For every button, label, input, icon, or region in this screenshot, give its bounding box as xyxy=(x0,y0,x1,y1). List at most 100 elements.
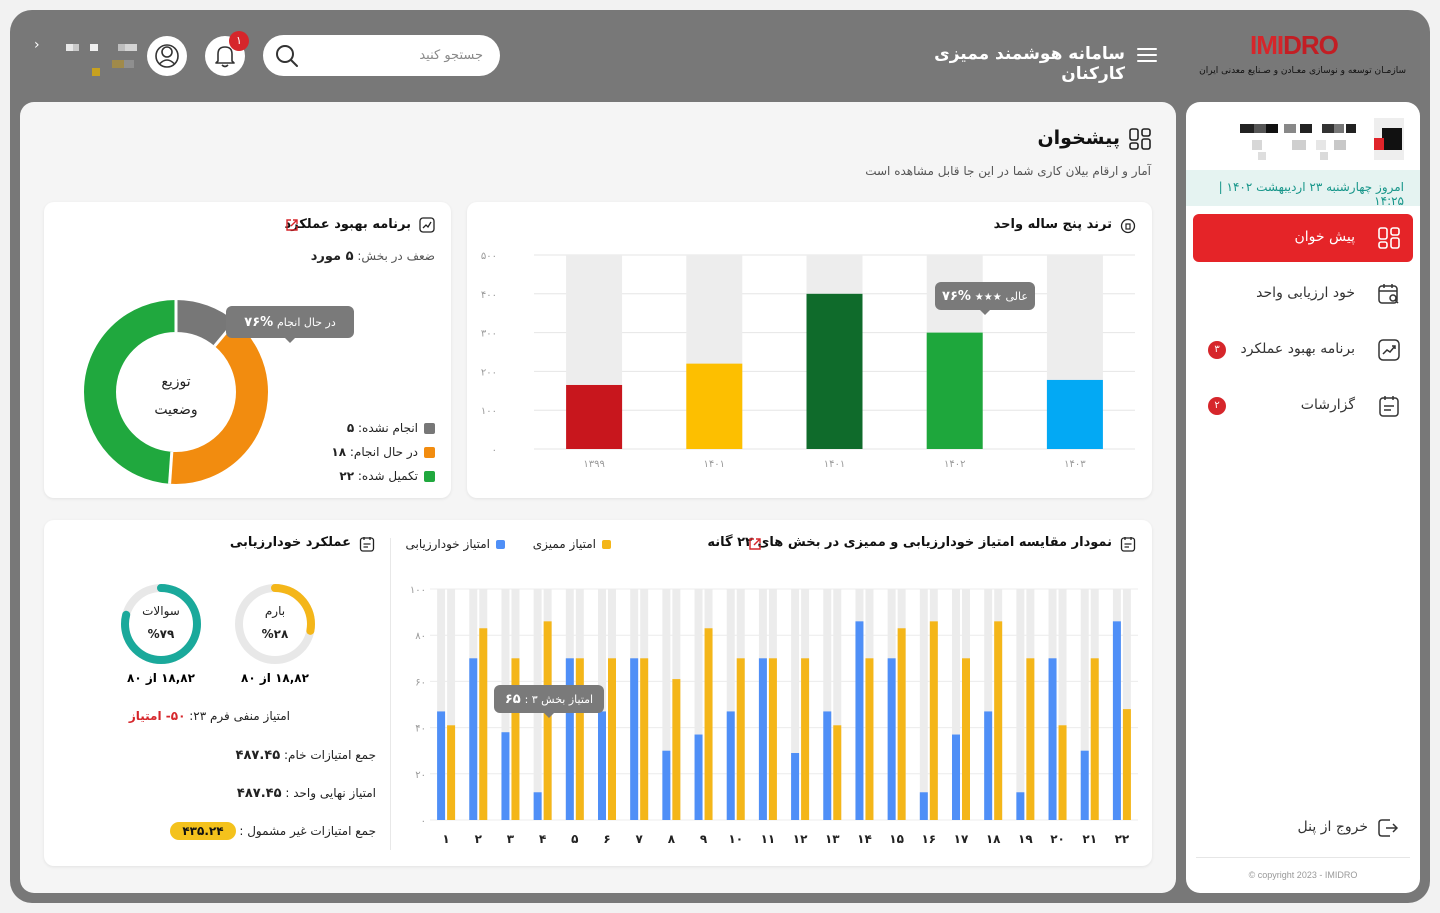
user-icon xyxy=(155,44,179,68)
negative-score-value: ۵۰- امتیاز xyxy=(128,709,186,723)
donut-legend-item: انجام نشده: ۵ xyxy=(347,421,435,435)
bar-background xyxy=(726,589,735,820)
bar-background xyxy=(984,589,993,820)
legend-self: امتیاز خودارزیابی xyxy=(406,537,505,551)
sidebar-item-dashboard[interactable]: پیش خوان xyxy=(1193,214,1413,262)
legend-swatch xyxy=(424,423,435,434)
logout-label: خروج از پنل xyxy=(1297,819,1368,835)
hamburger-menu-icon[interactable] xyxy=(1137,48,1157,64)
ring-progress xyxy=(121,584,201,664)
y-tick-label: ۴۰۰ xyxy=(481,290,497,301)
final-score: امتیاز نهایی واحد : ۴۸۷.۴۵ xyxy=(237,786,376,801)
search-icon[interactable] xyxy=(275,44,299,68)
count-badge: ۳ xyxy=(1208,341,1226,359)
legend-swatch xyxy=(602,540,611,549)
bar xyxy=(662,750,671,820)
bar-background xyxy=(694,589,703,820)
weight-progress-ring xyxy=(235,584,315,664)
bar xyxy=(1090,658,1099,820)
x-tick-label: ۱۳۹۹ xyxy=(583,459,604,470)
legend-swatch xyxy=(496,540,505,549)
bar xyxy=(598,711,606,820)
raw-score-label: جمع امتیازات خام: xyxy=(283,748,376,762)
bar xyxy=(855,621,864,820)
bar xyxy=(962,658,970,820)
y-tick-label: ۰ xyxy=(421,816,426,827)
y-tick-label: ۸۰ xyxy=(415,631,426,642)
notification-badge: ۱ xyxy=(229,31,249,51)
x-tick-label: ۱۴۰۲ xyxy=(944,459,965,470)
questions-percent: %۷۹ xyxy=(147,627,175,641)
chevron-left-icon[interactable]: › xyxy=(34,37,40,53)
profile-button[interactable] xyxy=(147,36,187,76)
bar xyxy=(897,628,906,820)
external-link-icon[interactable] xyxy=(748,537,762,551)
y-tick-label: ۱۰۰ xyxy=(481,406,497,417)
report-icon xyxy=(1120,537,1136,552)
legend-audit: امتیاز ممیزی xyxy=(533,537,611,551)
donut-legend-item: تکمیل شده: ۲۲ xyxy=(339,469,435,483)
bar xyxy=(1112,621,1121,820)
weakness-value: ۵ مورد xyxy=(310,249,354,264)
y-tick-label: ۰ xyxy=(492,445,497,456)
bar xyxy=(694,734,703,820)
sidebar-item-label: گزارشات xyxy=(1300,397,1355,413)
x-tick-label: ۲۰ xyxy=(1050,832,1065,846)
x-tick-label: ۱۱ xyxy=(761,832,776,846)
sidebar-item-self-assessment[interactable]: خود ارزیابی واحد xyxy=(1193,270,1413,318)
y-tick-label: ۵۰۰ xyxy=(481,251,497,262)
legend-value: ۲۲ xyxy=(339,469,355,483)
x-tick-label: ۱۵ xyxy=(889,832,904,846)
app-title: سامانه هوشمند ممیزی کارکنان xyxy=(934,44,1125,84)
sidebar-item-improvement-plan[interactable]: برنامه بهبود عملکرد ۳ xyxy=(1193,326,1413,374)
bar-background xyxy=(791,589,800,820)
weight-percent: %۲۸ xyxy=(261,627,289,641)
imidro-logo[interactable]: IMIDRO xyxy=(1250,30,1339,61)
donut-center-line1: توزیع xyxy=(161,374,191,390)
improvement-plan-title: برنامه بهبود عملکرد xyxy=(284,217,411,232)
search-box xyxy=(263,35,500,76)
bar-background xyxy=(1016,589,1025,820)
unit-name-pixelated-image xyxy=(1240,118,1404,160)
trend-bar-chart: ۰ ۱۰۰ ۲۰۰ ۳۰۰ ۴۰۰ ۵۰۰ ۱۳۹۹ ۱۴۰۱ ۱۴۰۱ ۱۴۰۲ ۱۴۰۳ xyxy=(481,251,1135,470)
negative-score-label: امتیاز منفی فرم ۲۳: xyxy=(189,709,290,723)
bar xyxy=(887,658,896,820)
legend-label: تکمیل شده: xyxy=(357,469,418,483)
comparison-tooltip: امتیاز بخش ۳ : ۶۵ xyxy=(494,685,604,718)
donut-tooltip: در حال انجام %۷۶ xyxy=(226,306,354,343)
final-score-value: ۴۸۷.۴۵ xyxy=(236,786,282,801)
bar xyxy=(501,732,510,820)
bar xyxy=(791,753,800,820)
x-tick-label: ۴ xyxy=(539,832,546,846)
bar xyxy=(1058,725,1067,820)
bar xyxy=(758,658,767,820)
bar xyxy=(929,621,938,820)
donut-slice xyxy=(84,300,268,484)
x-tick-label: ۱۲ xyxy=(793,832,808,846)
questions-ring-label: سوالات %۷۹ xyxy=(119,600,203,646)
weight-label: بارم xyxy=(264,604,286,618)
legend-swatch xyxy=(424,447,435,458)
star-rating-icon: ★★★ xyxy=(974,292,1002,303)
search-input[interactable] xyxy=(303,43,483,67)
weight-ring-label: بارم %۲۸ xyxy=(233,600,317,646)
bar xyxy=(833,725,842,820)
questions-sub: ۱۸,۸۲ از ۸۰ xyxy=(127,671,195,685)
y-tick-label: ۶۰ xyxy=(415,677,426,688)
x-tick-label: ۱۶ xyxy=(921,832,936,846)
legend-label: در حال انجام: xyxy=(349,445,418,459)
sidebar-item-label: برنامه بهبود عملکرد xyxy=(1240,341,1355,357)
bar xyxy=(994,621,1003,820)
calendar-search-icon xyxy=(1378,284,1399,304)
bar-background xyxy=(1122,589,1131,820)
logout-button[interactable]: خروج از پنل xyxy=(1280,816,1400,840)
external-link-icon[interactable] xyxy=(285,218,299,232)
legend-value: ۱۸ xyxy=(331,445,347,459)
raw-score-value: ۴۸۷.۴۵ xyxy=(235,748,281,763)
bar xyxy=(672,679,681,820)
comparison-title: نمودار مقایسه امتیاز خودارزیابی و ممیزی … xyxy=(707,535,1112,550)
logout-icon xyxy=(1378,819,1399,837)
sidebar-item-reports[interactable]: گزارشات ۲ xyxy=(1193,382,1413,430)
bar-background xyxy=(1080,589,1089,820)
